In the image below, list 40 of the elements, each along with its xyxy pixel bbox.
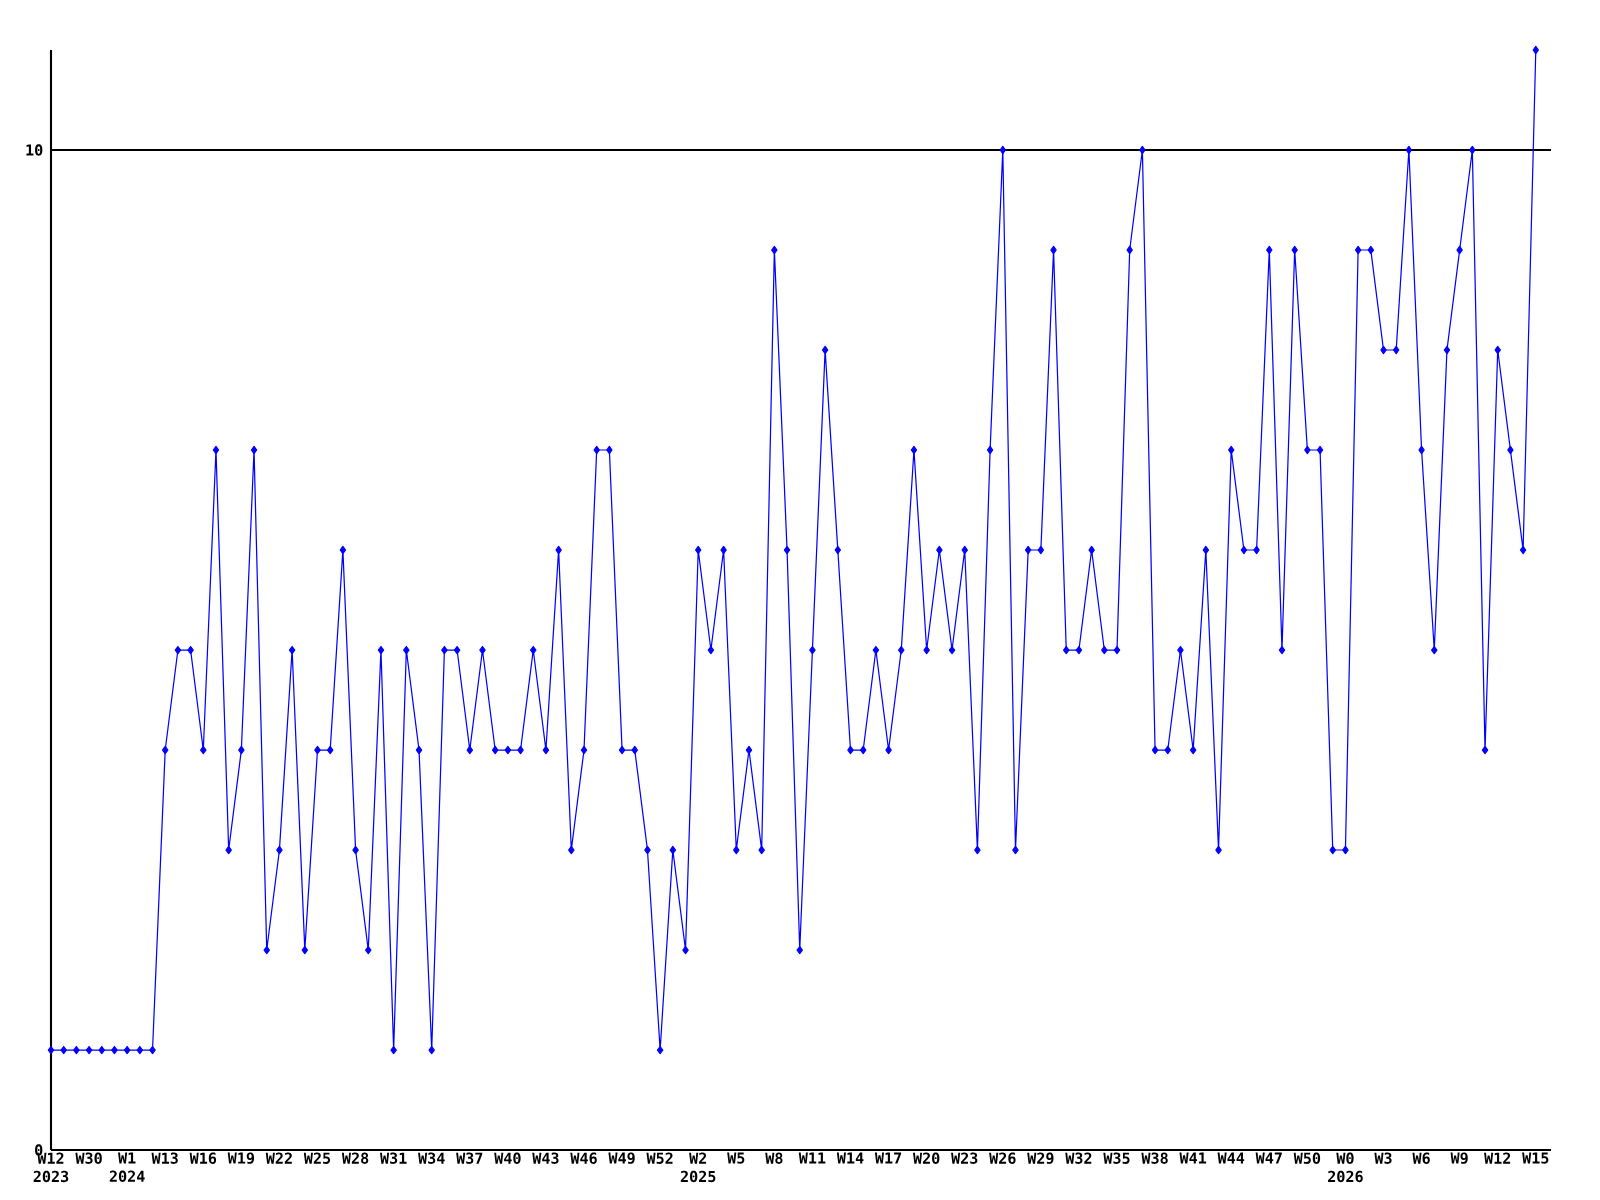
x-tick-label: W50 xyxy=(1293,1152,1321,1164)
x-tick-label: W32 xyxy=(1065,1152,1092,1164)
x-tick-label: W23 xyxy=(951,1152,978,1164)
x-tick-label: W38 xyxy=(1141,1152,1168,1164)
x-tick-label: W29 xyxy=(1027,1152,1054,1164)
x-tick-label: W25 xyxy=(303,1152,331,1164)
x-tick-label: W20 xyxy=(913,1152,940,1164)
x-tick-label: W15 xyxy=(1522,1152,1549,1164)
x-tick-label: W5 xyxy=(727,1152,745,1164)
x-tick-label: W0 2026 xyxy=(1328,1152,1363,1183)
x-tick-label: W34 xyxy=(418,1152,445,1164)
x-tick-label: W9 xyxy=(1450,1152,1468,1164)
x-tick-label: W17 xyxy=(874,1152,902,1164)
x-tick-label: W22 xyxy=(265,1152,292,1164)
x-tick-label: W30 xyxy=(75,1152,102,1164)
x-tick-label: W3 xyxy=(1374,1152,1392,1164)
x-tick-label: W31 xyxy=(380,1152,407,1164)
x-tick-label: W43 xyxy=(532,1152,559,1164)
x-tick-label: W2 2025 xyxy=(680,1152,716,1183)
x-tick-label: W41 xyxy=(1179,1152,1207,1164)
y-tick-label: 10 xyxy=(26,144,43,156)
x-tick-label: W28 xyxy=(341,1152,369,1164)
x-tick-label: W40 xyxy=(494,1152,521,1164)
x-tick-label: W52 xyxy=(646,1152,673,1164)
x-tick-label: W37 xyxy=(456,1152,483,1164)
x-tick-label: W8 xyxy=(765,1152,783,1164)
x-tick-label: W26 xyxy=(989,1152,1016,1164)
x-tick-label: W16 xyxy=(189,1152,217,1164)
x-tick-label: W46 xyxy=(570,1152,597,1164)
x-tick-label: W14 xyxy=(836,1152,864,1164)
x-tick-label: W11 xyxy=(798,1152,826,1164)
x-tick-label: W1 2024 xyxy=(109,1152,145,1182)
x-tick-label: W44 xyxy=(1217,1152,1245,1164)
x-tick-label: W19 xyxy=(227,1152,255,1164)
x-tick-label: W49 xyxy=(608,1152,635,1164)
x-tick-label: W47 xyxy=(1255,1152,1282,1164)
x-tick-label: W35 xyxy=(1103,1152,1130,1164)
x-tick-label: W6 xyxy=(1412,1152,1430,1164)
x-tick-label: W12 xyxy=(1484,1152,1511,1164)
x-tick-label: W13 xyxy=(151,1152,178,1164)
